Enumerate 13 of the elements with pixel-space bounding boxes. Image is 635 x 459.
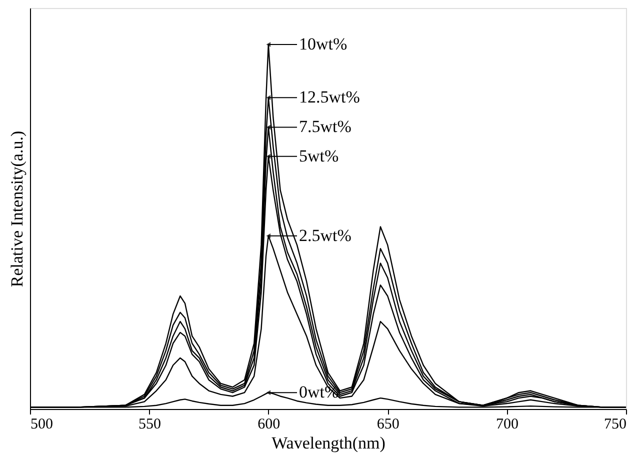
legend-label: 7.5wt%	[299, 117, 352, 136]
y-axis-title: Relative Intensity(a.u.)	[8, 130, 26, 288]
x-tick-label: 650	[376, 416, 400, 432]
legend-label: 12.5wt%	[299, 88, 360, 107]
x-tick-label: 750	[604, 416, 626, 432]
x-axis-title: Wavelength(nm)	[272, 434, 386, 452]
x-tick-label: 550	[138, 416, 161, 432]
legend-label: 10wt%	[299, 34, 348, 54]
x-tick-label: 500	[30, 416, 53, 432]
x-tick-label: 700	[496, 416, 519, 432]
x-tick-label: 600	[258, 416, 280, 432]
legend-label: 2.5wt%	[299, 226, 352, 245]
legend-label: 5wt%	[299, 146, 339, 166]
